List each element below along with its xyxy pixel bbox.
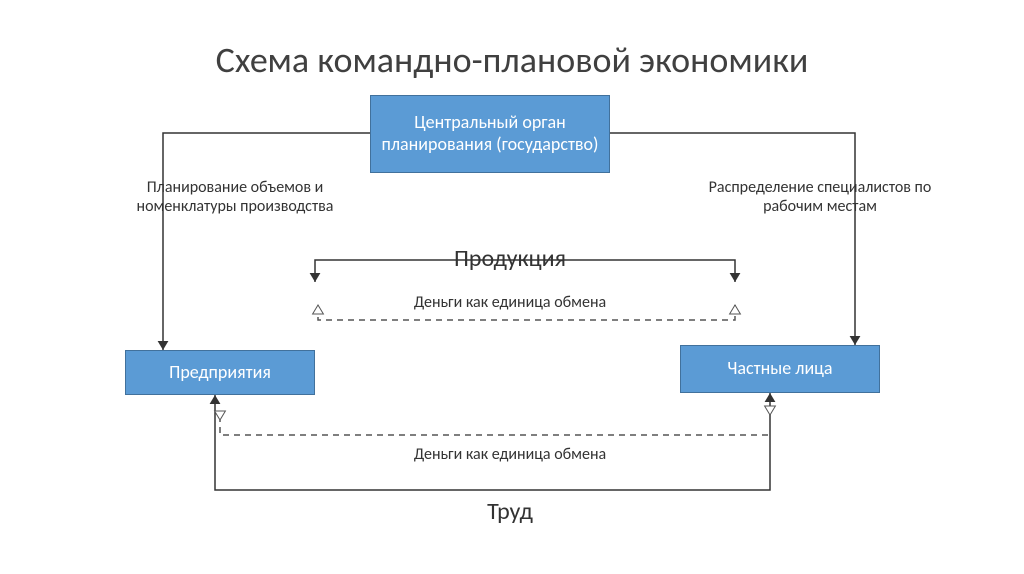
arrows-layer — [0, 0, 1024, 574]
diagram-title: Схема командно-плановой экономики — [0, 38, 1024, 82]
label-money-top: Деньги как единица обмена — [385, 293, 635, 312]
label-plan-volume: Планирование объемов и номенклатуры прои… — [110, 178, 360, 216]
node-private-persons: Частные лица — [680, 345, 880, 393]
label-money-bottom: Деньги как единица обмена — [385, 445, 635, 464]
node-central-planning: Центральный орган планирования (государс… — [370, 95, 610, 173]
label-plan-specialists: Распределение специалистов по рабочим ме… — [680, 178, 960, 216]
label-labor: Труд — [460, 498, 560, 527]
node-enterprises: Предприятия — [125, 350, 315, 395]
label-production: Продукция — [410, 245, 610, 274]
